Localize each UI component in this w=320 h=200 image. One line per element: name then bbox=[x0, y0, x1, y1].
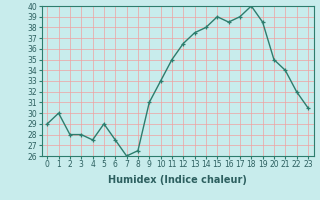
X-axis label: Humidex (Indice chaleur): Humidex (Indice chaleur) bbox=[108, 175, 247, 185]
